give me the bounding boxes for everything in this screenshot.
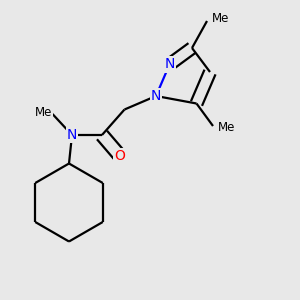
Text: Me: Me bbox=[212, 11, 229, 25]
Text: Me: Me bbox=[35, 106, 52, 119]
Text: O: O bbox=[115, 149, 125, 163]
Text: N: N bbox=[151, 89, 161, 103]
Text: Me: Me bbox=[218, 121, 235, 134]
Text: N: N bbox=[164, 58, 175, 71]
Text: N: N bbox=[67, 128, 77, 142]
